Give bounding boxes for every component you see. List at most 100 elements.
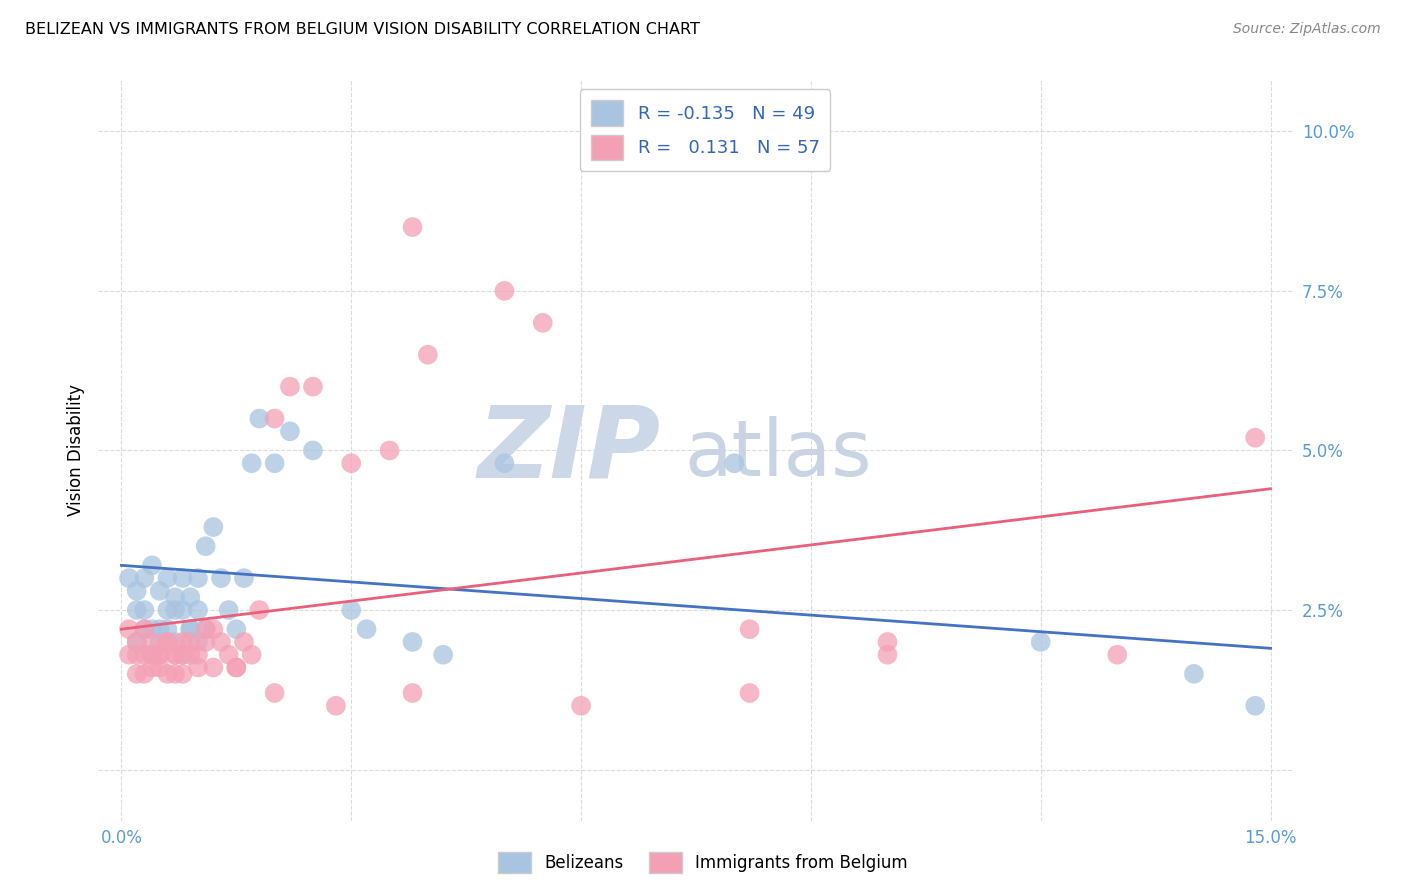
Point [263,686,285,700]
Point [163,648,186,662]
Point [194,635,217,649]
Point [156,666,179,681]
Point [187,660,209,674]
Point [569,698,592,713]
Text: ZIP: ZIP [477,402,661,499]
Point [187,635,209,649]
Point [194,539,217,553]
Point [202,622,225,636]
Point [302,379,325,393]
Point [187,648,209,662]
Point [134,648,156,662]
Point [1244,431,1267,445]
Point [187,571,209,585]
Point [1029,635,1052,649]
Point [149,648,172,662]
Point [134,603,156,617]
Point [141,622,163,636]
Point [233,635,256,649]
Point [202,660,225,674]
Point [179,622,201,636]
Point [432,648,454,662]
Point [340,456,363,470]
Point [187,603,209,617]
Point [179,635,201,649]
Text: Source: ZipAtlas.com: Source: ZipAtlas.com [1233,22,1381,37]
Point [134,622,156,636]
Point [263,411,285,425]
Point [156,635,179,649]
Point [149,648,172,662]
Point [225,660,247,674]
Point [125,666,148,681]
Point [401,220,423,235]
Point [378,443,401,458]
Point [172,635,194,649]
Point [118,571,141,585]
Point [163,666,186,681]
Point [278,425,301,439]
Point [179,648,201,662]
Point [1182,666,1205,681]
Text: BELIZEAN VS IMMIGRANTS FROM BELGIUM VISION DISABILITY CORRELATION CHART: BELIZEAN VS IMMIGRANTS FROM BELGIUM VISI… [25,22,700,37]
Point [401,635,423,649]
Point [179,622,201,636]
Point [738,686,761,700]
Point [125,583,148,598]
Point [125,635,148,649]
Point [356,622,378,636]
Point [531,316,554,330]
Point [202,520,225,534]
Point [723,456,745,470]
Point [209,635,232,649]
Point [1107,648,1129,662]
Point [218,603,240,617]
Point [156,622,179,636]
Text: atlas: atlas [685,417,872,492]
Point [738,622,761,636]
Point [194,622,217,636]
Point [134,666,156,681]
Point [172,666,194,681]
Point [125,648,148,662]
Point [118,622,141,636]
Point [278,379,301,393]
Point [156,603,179,617]
Point [233,571,256,585]
Point [141,660,163,674]
Point [125,603,148,617]
Point [172,648,194,662]
Point [225,622,247,636]
Point [156,635,179,649]
Point [240,456,263,470]
Point [172,571,194,585]
Point [218,648,240,662]
Y-axis label: Vision Disability: Vision Disability [66,384,84,516]
Point [302,443,325,458]
Point [149,635,172,649]
Point [118,648,141,662]
Point [134,571,156,585]
Point [163,648,186,662]
Point [325,698,347,713]
Point [209,571,232,585]
Point [225,660,247,674]
Point [163,591,186,605]
Point [134,622,156,636]
Point [156,571,179,585]
Point [172,648,194,662]
Point [163,635,186,649]
Point [494,456,516,470]
Point [179,591,201,605]
Point [876,648,898,662]
Point [876,635,898,649]
Point [401,686,423,700]
Legend: Belizeans, Immigrants from Belgium: Belizeans, Immigrants from Belgium [491,846,915,880]
Point [247,411,270,425]
Point [240,648,263,662]
Point [141,635,163,649]
Point [149,660,172,674]
Point [163,603,186,617]
Point [141,648,163,662]
Point [1244,698,1267,713]
